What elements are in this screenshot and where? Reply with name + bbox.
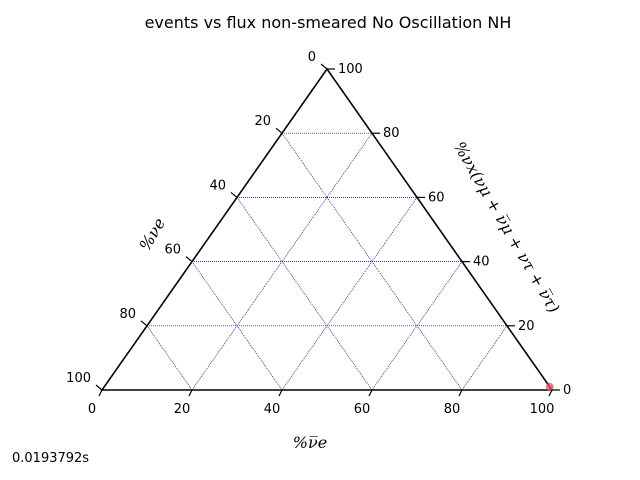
tick-marks [95,63,560,397]
bottom-tick-label: 100 [530,402,555,417]
bottom-tick-label: 40 [264,402,281,417]
grid-line-left-parallel [371,261,463,391]
tick-labels: 0 20 40 60 80 100 0 20 40 60 80 100 0 20 40 60 80 100 [66,50,571,417]
left-tick-label: 80 [119,307,136,322]
grid-lines [146,132,508,391]
bottom-tick [98,389,103,397]
data-point [545,382,554,391]
grid-line-right-parallel [146,325,193,391]
data-points [545,382,554,391]
left-tick-label: 0 [308,50,316,65]
bottom-tick [368,389,373,397]
bottom-tick-label: 60 [354,402,371,417]
left-tick [95,384,103,391]
timing-readout: 0.0193792s [12,451,90,466]
left-tick-label: 60 [164,243,181,258]
right-axis-label: %νx(νμ + ν̅μ + ντ + ν̅τ) [450,138,564,316]
bottom-tick [548,389,553,397]
right-tick-label: 20 [518,319,535,334]
grid-line-left-parallel [461,325,508,391]
bottom-axis-label: %ν̅e [293,433,327,452]
right-tick-label: 60 [428,190,445,205]
left-tick [320,63,328,70]
grid-line-right-parallel [191,261,283,391]
grid-line-right-parallel [236,197,373,391]
left-tick [140,320,148,327]
right-tick-label: 40 [473,255,490,270]
bottom-tick-label: 20 [174,402,191,417]
right-tick-label: 80 [383,126,400,141]
left-tick-label: 100 [66,371,91,386]
left-tick-label: 40 [209,178,226,193]
bottom-tick [188,389,193,397]
bottom-tick [458,389,463,397]
chart-title: events vs flux non-smeared No Oscillatio… [145,13,512,32]
bottom-tick-label: 0 [88,402,96,417]
left-tick [275,127,283,134]
triangle-outline [100,67,554,391]
right-tick-label: 0 [563,383,571,398]
left-tick [230,191,238,198]
left-tick-label: 20 [254,114,271,129]
grid-line-left-parallel [281,197,418,391]
bottom-tick-label: 80 [444,402,461,417]
right-tick-label: 100 [338,62,363,77]
triangle-frame [100,67,554,391]
bottom-tick [278,389,283,397]
left-tick [185,256,193,263]
